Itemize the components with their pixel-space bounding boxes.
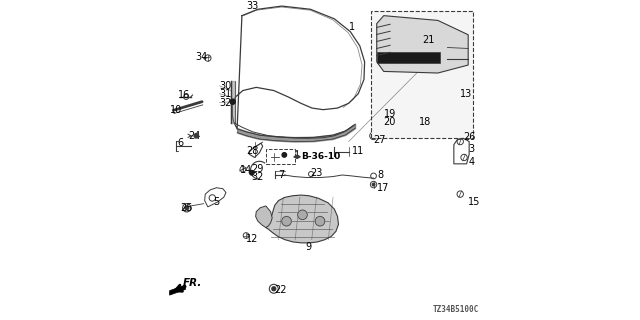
Circle shape xyxy=(282,216,291,226)
Text: 23: 23 xyxy=(310,168,323,178)
Circle shape xyxy=(185,206,189,210)
Text: 28: 28 xyxy=(246,146,259,156)
Circle shape xyxy=(420,40,423,43)
Text: 33: 33 xyxy=(246,1,259,11)
Text: 24: 24 xyxy=(189,131,201,141)
Text: 12: 12 xyxy=(246,234,259,244)
Text: 29: 29 xyxy=(252,164,264,174)
Text: 32: 32 xyxy=(220,98,232,108)
Text: 21: 21 xyxy=(422,35,435,44)
Text: FR.: FR. xyxy=(182,278,202,288)
Text: 19: 19 xyxy=(384,109,396,119)
Bar xyxy=(371,11,473,138)
Circle shape xyxy=(298,210,307,220)
Circle shape xyxy=(272,287,276,291)
Circle shape xyxy=(194,133,198,138)
Text: 13: 13 xyxy=(460,89,472,99)
Text: 31: 31 xyxy=(220,89,232,99)
Polygon shape xyxy=(294,155,300,158)
Text: 1: 1 xyxy=(349,22,355,32)
Bar xyxy=(266,149,294,164)
Polygon shape xyxy=(170,285,186,295)
Text: 20: 20 xyxy=(384,117,396,127)
Text: 27: 27 xyxy=(374,135,386,145)
Text: 32: 32 xyxy=(252,172,264,181)
Circle shape xyxy=(316,216,324,226)
Circle shape xyxy=(372,183,375,186)
Text: 34: 34 xyxy=(196,52,208,62)
Circle shape xyxy=(386,121,388,124)
Text: 15: 15 xyxy=(468,197,481,207)
Circle shape xyxy=(383,115,385,117)
Text: B-36-10: B-36-10 xyxy=(301,152,340,161)
Text: 6: 6 xyxy=(177,138,183,148)
Text: 11: 11 xyxy=(352,146,364,156)
Text: 7: 7 xyxy=(278,170,285,180)
Circle shape xyxy=(372,134,375,137)
Text: 17: 17 xyxy=(378,183,390,193)
Text: 26: 26 xyxy=(463,132,476,142)
Circle shape xyxy=(414,122,417,124)
Text: 24: 24 xyxy=(287,150,300,160)
Text: 5: 5 xyxy=(213,197,220,207)
Text: TZ34B5100C: TZ34B5100C xyxy=(433,305,479,314)
Polygon shape xyxy=(377,52,440,63)
Circle shape xyxy=(250,171,254,175)
Polygon shape xyxy=(266,195,339,243)
Text: 25: 25 xyxy=(180,204,192,213)
Circle shape xyxy=(282,153,287,157)
Text: 16: 16 xyxy=(178,90,191,100)
Text: 14: 14 xyxy=(241,165,253,175)
Text: 4: 4 xyxy=(468,157,474,167)
Polygon shape xyxy=(255,206,272,228)
Text: 22: 22 xyxy=(274,285,286,295)
Polygon shape xyxy=(377,16,468,73)
Text: 10: 10 xyxy=(170,105,182,115)
Text: 9: 9 xyxy=(306,242,312,252)
Text: 18: 18 xyxy=(419,117,431,127)
Text: 3: 3 xyxy=(468,145,474,155)
Circle shape xyxy=(230,99,236,104)
Text: 30: 30 xyxy=(220,81,232,91)
Text: 8: 8 xyxy=(378,170,383,180)
